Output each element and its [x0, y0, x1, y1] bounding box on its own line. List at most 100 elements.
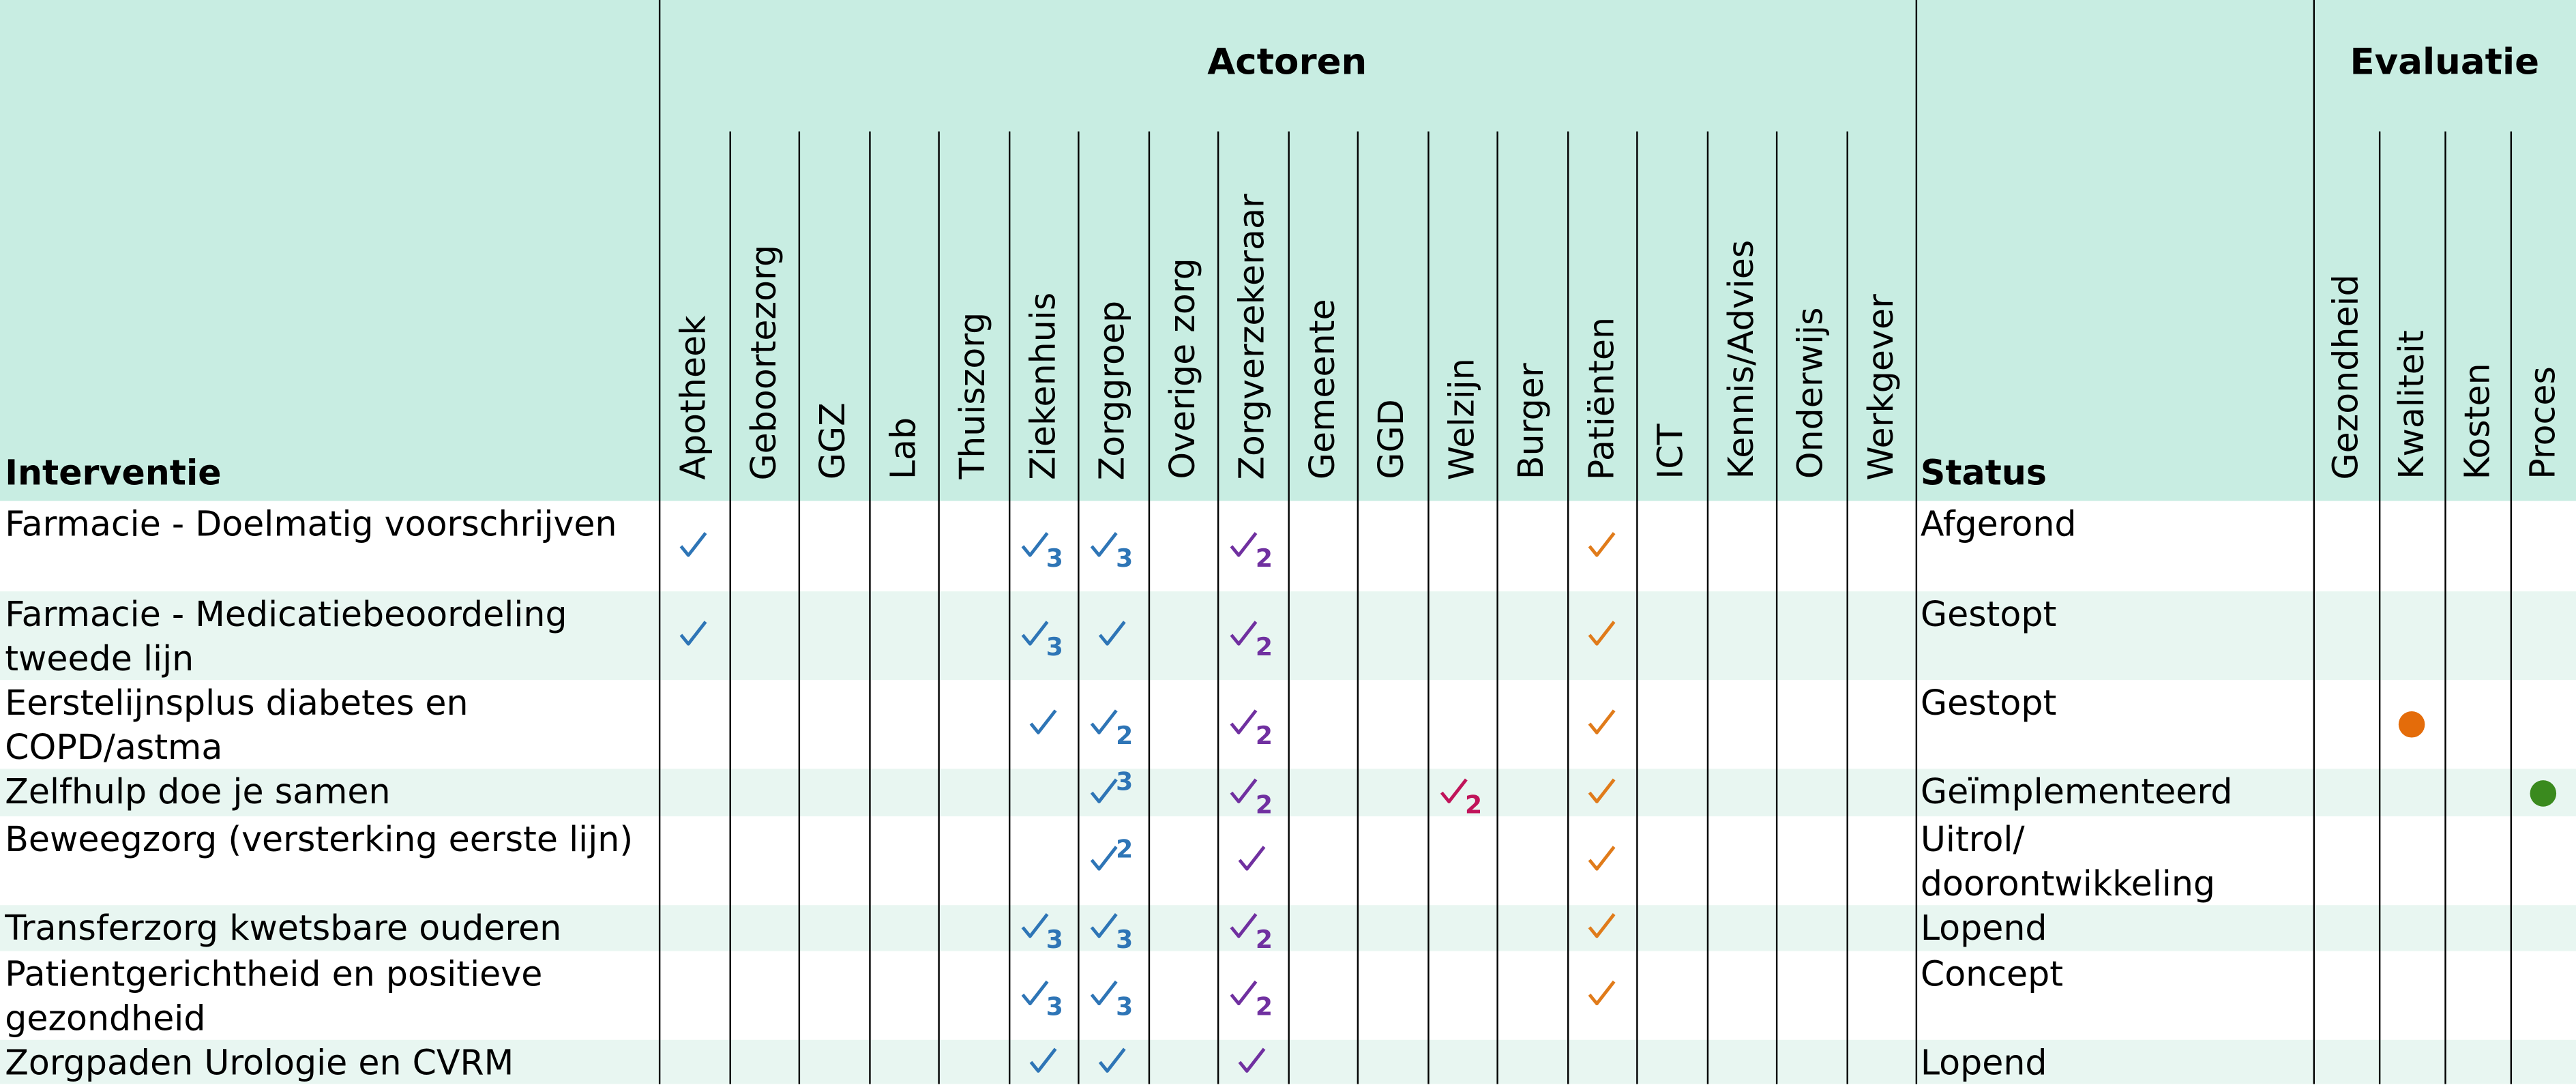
check-stroke [1099, 621, 1127, 646]
check-mark [1582, 526, 1621, 566]
column-header: Kennis/Advies [1721, 240, 1761, 480]
subscript-number: 3 [1046, 925, 1063, 955]
intervention-name: Farmacie - Medicatiebeoordeling tweede l… [5, 594, 567, 679]
check-mark: 2 [1440, 773, 1482, 819]
column-header-box: Burger [1496, 132, 1566, 480]
check-icon [1588, 846, 1615, 871]
intervention-name: Farmacie - Doelmatig voorschrijven [5, 504, 617, 544]
check-mark [1232, 1042, 1272, 1082]
check-icon [1029, 1047, 1056, 1072]
check-icon [1588, 531, 1615, 556]
check-stroke [1239, 1047, 1267, 1072]
check-stroke [1091, 980, 1119, 1006]
column-header: Apotheek [674, 315, 714, 480]
check-stroke [1091, 777, 1119, 803]
column-header: Overige zorg [1162, 258, 1202, 480]
intervention-name: Zelfhulp doe je samen [5, 772, 391, 812]
check-icon [680, 621, 708, 646]
check-icon [1230, 621, 1258, 646]
check-mark: 3 [1021, 616, 1063, 662]
column-header: Kosten [2457, 363, 2498, 480]
check-stroke [1239, 846, 1267, 871]
check-mark [1582, 976, 1621, 1015]
check-mark [674, 616, 713, 655]
column-header-box: GGD [1357, 132, 1427, 480]
column-header-box: ICT [1636, 132, 1706, 480]
check-icon [1091, 846, 1119, 871]
check-stroke [1091, 846, 1119, 871]
check-stroke [680, 531, 708, 556]
check-icon [1588, 709, 1615, 734]
check-icon [1230, 777, 1258, 803]
column-header-box: Kwaliteit [2379, 132, 2444, 480]
check-icon [1099, 1047, 1127, 1072]
check-icon [1091, 913, 1119, 938]
check-mark: 2 [1230, 908, 1273, 955]
check-mark: 2 [1230, 976, 1273, 1022]
check-mark: 3 [1091, 767, 1133, 812]
column-header: GGZ [813, 402, 853, 480]
column-border [1357, 131, 1359, 1084]
column-header-box: Zorggroep [1078, 132, 1147, 480]
column-border [868, 131, 871, 1084]
column-border [1427, 131, 1430, 1084]
status: Lopend [1920, 1043, 2047, 1083]
column-header-box: Lab [868, 132, 938, 480]
column-header: GGD [1372, 400, 1412, 480]
column-header-box: Geboortezorg [728, 132, 798, 480]
check-icon [1588, 777, 1615, 803]
column-header: Ziekenhuis [1023, 292, 1063, 480]
column-header-box: Patiënten [1567, 132, 1636, 480]
group-title: Actoren [1207, 42, 1367, 84]
column-header-box: Welzijn [1427, 132, 1496, 480]
column-header: Lab [883, 417, 923, 480]
check-icon [1230, 709, 1258, 734]
check-mark: 3 [1021, 908, 1063, 955]
check-stroke [1091, 913, 1119, 938]
check-icon [1091, 980, 1119, 1006]
status-dot [2398, 711, 2425, 738]
check-icon [1029, 709, 1056, 734]
check-stroke [1021, 980, 1048, 1006]
subscript-number: 3 [1116, 992, 1134, 1022]
check-mark: 2 [1230, 616, 1273, 662]
check-stroke [1588, 846, 1615, 871]
check-icon [1588, 621, 1615, 646]
check-icon [1021, 531, 1048, 556]
column-border [2444, 131, 2447, 1084]
check-icon [1230, 531, 1258, 556]
check-mark [1023, 704, 1063, 744]
column-border [2510, 131, 2513, 1084]
check-mark: 2 [1091, 704, 1133, 751]
check-stroke [1230, 980, 1258, 1006]
check-stroke [1440, 777, 1468, 803]
column-header-box: Zorgverzekeraar [1217, 132, 1287, 480]
check-stroke [680, 621, 708, 646]
column-header: Proces [2523, 366, 2563, 480]
check-mark [1093, 616, 1132, 655]
check-mark [674, 526, 713, 566]
check-stroke [1230, 621, 1258, 646]
group-title: Evaluatie [2350, 42, 2540, 84]
check-mark: 2 [1230, 526, 1273, 572]
status-dot [2530, 779, 2557, 806]
check-stroke [1230, 709, 1258, 734]
column-header: Patiënten [1582, 316, 1621, 480]
intervention-name: Beweegzorg (versterking eerste lijn) [5, 819, 634, 859]
column-header: Interventie [5, 453, 222, 493]
check-icon [680, 531, 708, 556]
check-mark [1023, 1042, 1063, 1082]
subscript-number: 3 [1046, 632, 1063, 662]
check-stroke [1588, 709, 1615, 734]
check-mark [1582, 908, 1621, 948]
check-icon [1099, 621, 1127, 646]
check-mark [1582, 773, 1621, 812]
column-header: Welzijn [1442, 357, 1482, 480]
check-icon [1239, 846, 1267, 871]
column-border [2313, 0, 2315, 1084]
column-header: Kwaliteit [2392, 330, 2432, 480]
column-border [1846, 131, 1848, 1084]
status: Afgerond [1920, 504, 2077, 544]
check-stroke [1588, 913, 1615, 938]
column-header-box: Apotheek [659, 132, 728, 480]
